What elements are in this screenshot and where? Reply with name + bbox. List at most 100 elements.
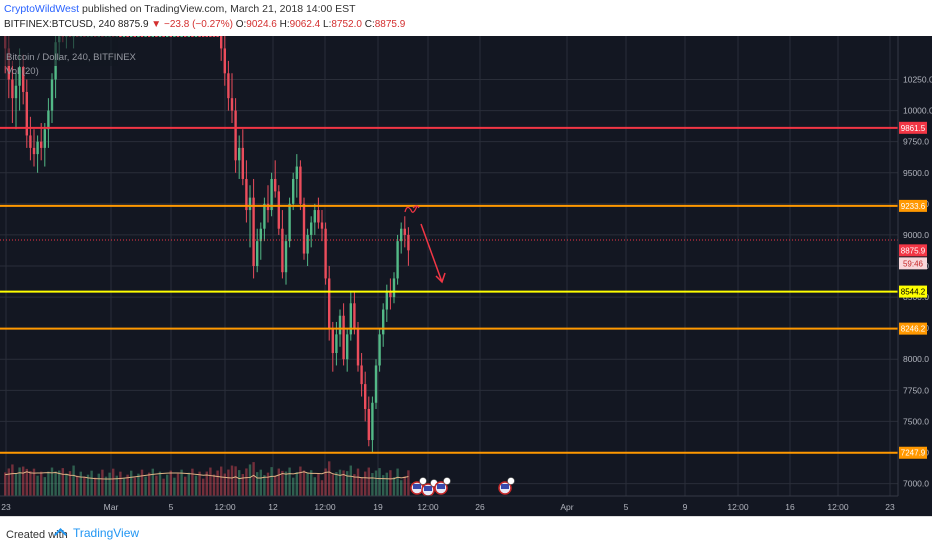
volume-bar <box>7 468 10 496</box>
time-tick-label: 5 <box>169 502 174 512</box>
tradingview-brand[interactable]: TradingView <box>56 526 139 540</box>
volume-bar <box>180 469 183 496</box>
event-flag-icon[interactable] <box>498 477 515 495</box>
volume-bar <box>144 476 147 496</box>
event-flag-icon[interactable] <box>434 477 451 495</box>
event-flag-icon[interactable] <box>410 477 427 495</box>
time-tick-label: 12:00 <box>314 502 336 512</box>
candle <box>396 234 399 285</box>
candle <box>238 135 241 179</box>
level-label: 8246.2 <box>901 325 926 334</box>
candle <box>342 303 345 366</box>
price-tick-label: 10000.0 <box>903 106 932 116</box>
level-label: 9233.6 <box>901 202 926 211</box>
drawn-arrow[interactable] <box>420 223 446 284</box>
footer: Created with TradingView <box>0 516 932 551</box>
time-tick-label: Mar <box>104 502 119 512</box>
candle <box>36 135 39 173</box>
volume-bar <box>50 467 54 496</box>
candle <box>360 353 363 397</box>
volume-bar <box>295 472 298 496</box>
price-tick-label: 7500.0 <box>903 416 929 426</box>
candle <box>392 272 396 304</box>
legend-volume[interactable]: Vol (20) <box>6 66 39 77</box>
volume-bar <box>54 471 57 496</box>
horizontal-levels[interactable] <box>0 126 898 454</box>
volume-bar <box>126 474 129 496</box>
volume-bar <box>248 464 252 496</box>
publication-header: CryptoWildWest published on TradingView.… <box>0 0 932 36</box>
current-price-label: 8875.9 <box>901 246 926 255</box>
candle <box>378 328 381 372</box>
price-tick-label: 10250.0 <box>903 75 932 85</box>
volume-bar <box>400 480 403 496</box>
volume-bar <box>324 468 327 496</box>
volume-ma-line <box>5 471 409 480</box>
drawn-scribble[interactable] <box>404 205 420 213</box>
time-tick-label: 16 <box>785 502 795 512</box>
volume-bar <box>187 472 190 496</box>
chart-area[interactable]: Bitcoin / Dollar, 240, BITFINEX Vol (20)… <box>0 0 932 516</box>
volume-bar <box>299 466 302 496</box>
volume-bar <box>385 472 388 496</box>
volume-bar <box>346 471 349 496</box>
volume-bar <box>306 472 309 496</box>
candle <box>173 0 176 37</box>
volume-bars <box>4 461 410 496</box>
legend-symbol[interactable]: Bitcoin / Dollar, 240, BITFINEX <box>6 52 137 63</box>
volume-bar <box>252 462 255 496</box>
candle <box>367 396 370 447</box>
volume-bar <box>47 471 50 496</box>
author-link[interactable]: CryptoWildWest <box>4 3 80 15</box>
volume-bar <box>137 473 140 496</box>
candle <box>324 222 327 285</box>
volume-bar <box>317 473 320 496</box>
candle <box>122 4 126 37</box>
volume-bar <box>90 470 93 496</box>
candle <box>256 228 259 273</box>
level-label-bg <box>899 285 927 298</box>
volume-bar <box>155 475 158 496</box>
volume-bar <box>97 473 100 496</box>
volume-bar <box>284 471 288 496</box>
volume-bar <box>245 468 248 496</box>
volume-bar <box>302 470 306 496</box>
candle <box>216 36 219 37</box>
volume-bar <box>259 469 262 496</box>
candle <box>162 0 165 37</box>
volume-bar <box>403 476 406 496</box>
candle <box>371 396 374 453</box>
level-label-bg <box>899 121 927 134</box>
volume-bar <box>133 477 136 496</box>
time-tick-label: 19 <box>373 502 383 512</box>
candle <box>155 0 158 37</box>
candle <box>209 0 212 37</box>
volume-bar <box>162 478 165 496</box>
volume-bar <box>86 474 90 496</box>
volume-bar <box>396 468 399 496</box>
time-tick-label: 12:00 <box>214 502 236 512</box>
volume-bar <box>18 467 21 496</box>
time-axis[interactable] <box>0 496 932 516</box>
candle <box>158 0 162 37</box>
level-label-bg <box>899 322 927 335</box>
change-value: −23.8 (−0.27%) <box>163 19 233 30</box>
level-label-bg <box>899 446 927 459</box>
level-label: 7247.9 <box>901 449 926 458</box>
event-icons[interactable] <box>410 477 515 497</box>
candle <box>277 185 280 235</box>
candle <box>284 234 288 285</box>
current-price-bg <box>899 244 927 257</box>
candle <box>140 0 144 37</box>
price-chart[interactable]: Bitcoin / Dollar, 240, BITFINEX Vol (20)… <box>0 0 932 516</box>
volume-bar <box>36 475 39 496</box>
candle <box>230 73 234 124</box>
close-label: C: <box>364 19 375 30</box>
volume-bar <box>130 470 133 496</box>
volume-bar <box>389 470 392 496</box>
price-tick-label: 7750.0 <box>903 385 929 395</box>
open-label: O: <box>235 19 247 30</box>
candle <box>320 210 324 242</box>
volume-bar <box>371 473 374 496</box>
volume-bar <box>158 471 162 496</box>
